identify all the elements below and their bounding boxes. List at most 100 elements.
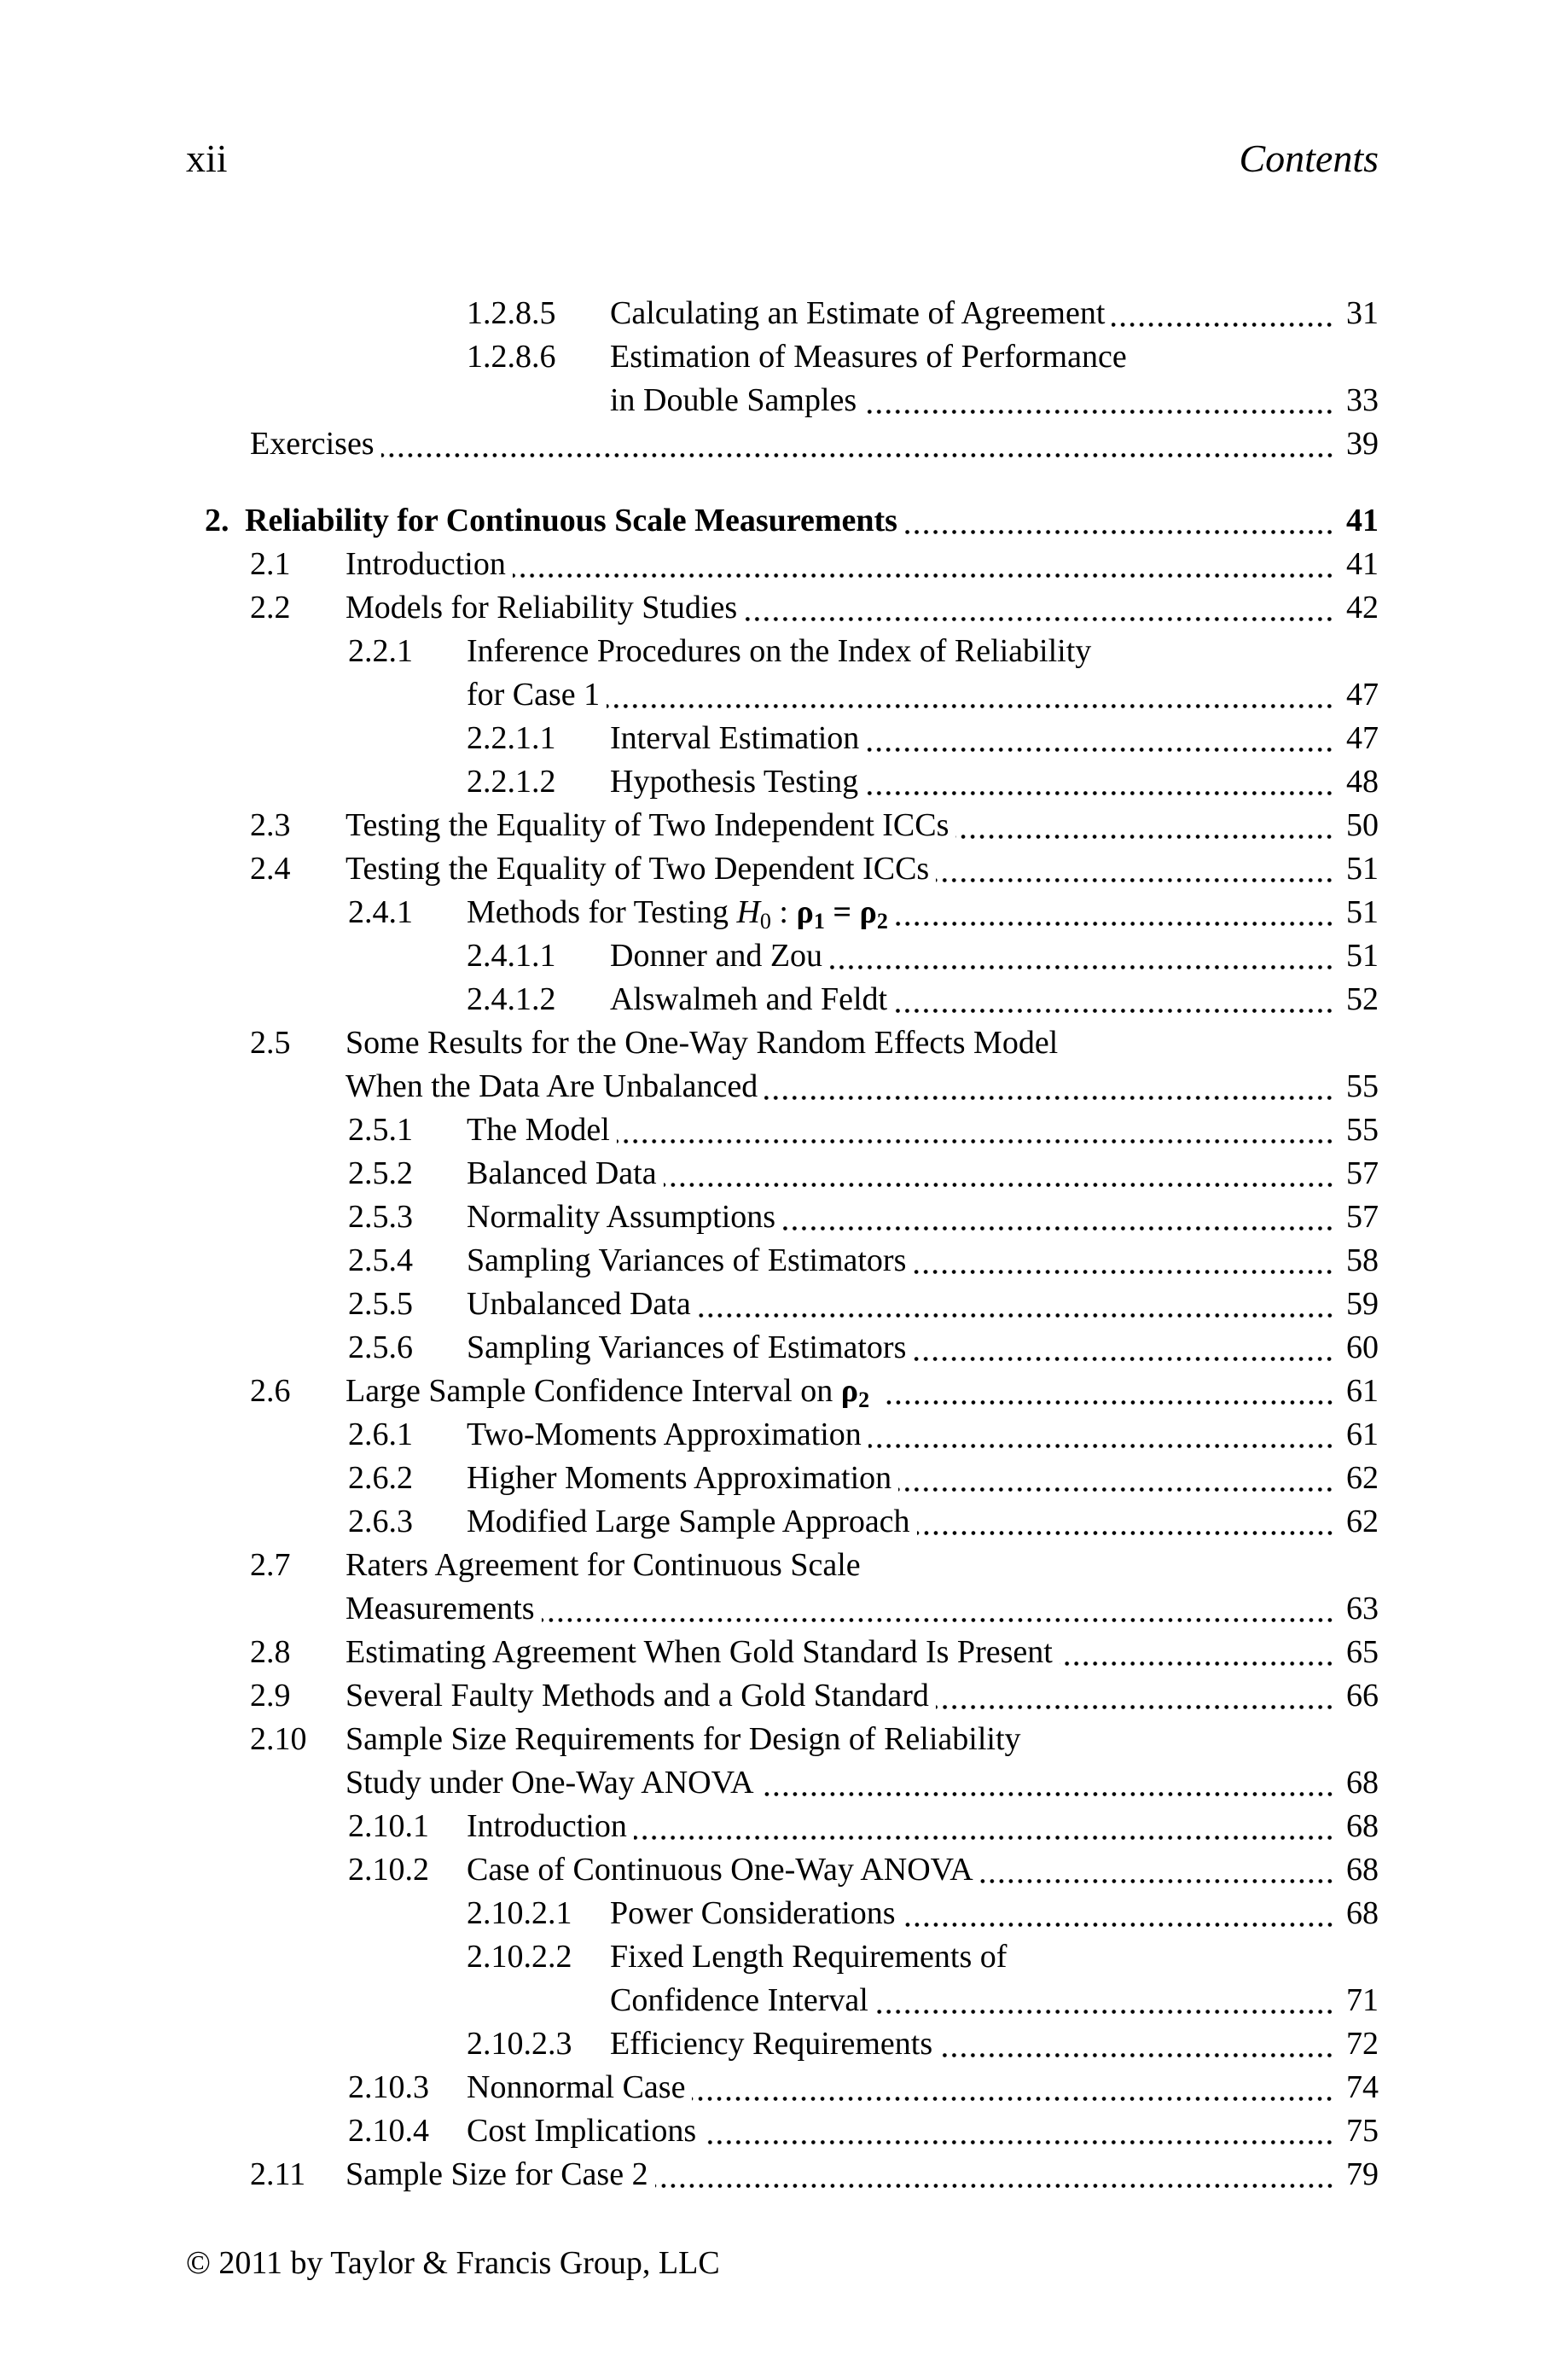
leader-dots <box>939 2053 1334 2057</box>
toc-entry-number: 2.3 <box>250 807 291 843</box>
toc-entry-title: Sample Size Requirements for Design of R… <box>346 1721 1021 1757</box>
leader-dots <box>913 1270 1334 1274</box>
leader-dots <box>916 1531 1334 1535</box>
toc-entry-title: Introduction <box>346 546 506 582</box>
leader-dots <box>697 1313 1334 1318</box>
toc-entry-title: Higher Moments Approximation <box>467 1460 892 1496</box>
styled-text: = <box>824 894 860 930</box>
toc-entry-page-number: 65 <box>1346 1634 1379 1670</box>
toc-entry-number: 2.5.4 <box>348 1242 413 1278</box>
toc-entry-number: 2.10.3 <box>348 2069 429 2105</box>
leader-dots <box>874 2010 1334 2014</box>
toc-entry: 2.9 Several Faulty Methods and a Gold Sta… <box>186 1674 1379 1718</box>
toc-entry-number: 2.5.6 <box>348 1329 413 1365</box>
toc-entry-title: Confidence Interval <box>610 1982 868 2018</box>
leader-dots <box>1059 1661 1334 1666</box>
toc-entry-page-number: 41 <box>1346 503 1379 538</box>
toc-entry-title: Several Faulty Methods and a Gold Standa… <box>346 1678 929 1713</box>
toc-entry-number: 2.4 <box>250 851 291 887</box>
toc-entry-number: 2.10.2 <box>348 1852 429 1888</box>
leader-dots <box>894 922 1334 926</box>
leader-dots <box>865 791 1334 795</box>
toc-entry: 2.6.3 Modified Large Sample Approach 62 <box>186 1500 1379 1544</box>
toc-entry: 2.4.1.1 Donner and Zou 51 <box>186 934 1379 978</box>
toc-entry: 2.2.1.1 Interval Estimation 47 <box>186 717 1379 760</box>
toc-entry: 2.10.2.2 Fixed Length Requirements of <box>186 1935 1379 1979</box>
toc-entry-title: Raters Agreement for Continuous Scale <box>346 1547 861 1583</box>
toc-entry: 2.10.4 Cost Implications 75 <box>186 2109 1379 2153</box>
page-header: xii Contents <box>186 137 1379 181</box>
toc-entry-number: 1.2.8.6 <box>467 339 556 375</box>
toc-entry-number: 2.1 <box>250 546 291 582</box>
toc-entry-title: Exercises <box>250 426 375 462</box>
toc-entry: 2.1 Introduction 41 <box>186 543 1379 586</box>
toc-entry: 2.10 Sample Size Requirements for Design … <box>186 1718 1379 1761</box>
toc-entry-number: 2.11 <box>250 2156 306 2192</box>
toc-entry: 2.11 Sample Size for Case 2 79 <box>186 2153 1379 2196</box>
toc-entry-page-number: 62 <box>1346 1460 1379 1496</box>
toc-entry-page-number: 71 <box>1346 1982 1379 2018</box>
toc-entry-title: Introduction <box>467 1808 627 1844</box>
leader-dots <box>868 1444 1334 1448</box>
toc-entry-number: 2.2.1 <box>348 633 413 669</box>
toc-entry-title: Cost Implications <box>467 2113 697 2149</box>
leader-dots <box>884 1400 1334 1405</box>
toc-entry-number: 2.4.1.2 <box>467 981 556 1017</box>
toc-entry: 2.5.1 The Model 55 <box>186 1108 1379 1152</box>
toc-entry-page-number: 68 <box>1346 1765 1379 1801</box>
toc-entry-continuation-line: When the Data Are Unbalanced 55 <box>186 1065 1379 1108</box>
leader-dots <box>935 1705 1334 1709</box>
toc-entry-title: Balanced Data <box>467 1155 657 1191</box>
toc-entry-number: 2.5.3 <box>348 1199 413 1235</box>
toc-entry: 2.2.1 Inference Procedures on the Index o… <box>186 630 1379 673</box>
toc-entry-page-number: 74 <box>1346 2069 1379 2105</box>
toc-entry: 2.5.3 Normality Assumptions 57 <box>186 1196 1379 1239</box>
toc-entry-title: Testing the Equality of Two Independent … <box>346 807 950 843</box>
toc-entry: 2. Reliability for Continuous Scale Measu… <box>186 499 1379 543</box>
toc-entry-continuation-line: in Double Samples 33 <box>186 379 1379 422</box>
leader-dots <box>1112 323 1334 327</box>
leader-dots <box>866 748 1334 752</box>
toc-entry-page-number: 75 <box>1346 2113 1379 2149</box>
toc-entry-number: 2.10.1 <box>348 1808 429 1844</box>
toc-entry-page-number: 42 <box>1346 590 1379 625</box>
toc-entry-title: Sampling Variances of Estimators <box>467 1242 907 1278</box>
toc-entry-title: Unbalanced Data <box>467 1286 691 1322</box>
toc-entry-title: Power Considerations <box>610 1895 896 1931</box>
toc-entry-number: 2.8 <box>250 1634 291 1670</box>
running-header-title: Contents <box>1239 137 1379 180</box>
toc-entry-page-number: 60 <box>1346 1329 1379 1365</box>
toc-entry-page-number: 47 <box>1346 720 1379 756</box>
toc-entry-page-number: 66 <box>1346 1678 1379 1713</box>
toc-entry-title: Efficiency Requirements <box>610 2026 933 2062</box>
leader-dots <box>936 878 1334 882</box>
toc-entry: 2.6 Large Sample Confidence Interval on ρ… <box>186 1370 1379 1413</box>
toc-entry-number: 2.2.1.2 <box>467 764 556 800</box>
toc-entry-continuation-line: Measurements 63 <box>186 1587 1379 1631</box>
toc-entry-title: Case of Continuous One-Way ANOVA <box>467 1852 973 1888</box>
toc-entry-title: Calculating an Estimate of Agreement <box>610 295 1106 331</box>
toc-entry-page-number: 55 <box>1346 1112 1379 1148</box>
styled-text: ρ <box>796 894 814 930</box>
toc-entry-page-number: 50 <box>1346 807 1379 843</box>
toc-entry-page-number: 68 <box>1346 1895 1379 1931</box>
toc-entry-page-number: 68 <box>1346 1808 1379 1844</box>
toc-entry: 1.2.8.5 Calculating an Estimate of Agreem… <box>186 292 1379 335</box>
toc-entry-number: 2.6 <box>250 1373 291 1409</box>
toc-entry-number: 2.10 <box>250 1721 307 1757</box>
leader-dots <box>913 1357 1334 1361</box>
toc-entry: 2.3 Testing the Equality of Two Independe… <box>186 804 1379 847</box>
toc-entry-page-number: 55 <box>1346 1068 1379 1104</box>
toc-entry-continuation-line: Study under One-Way ANOVA 68 <box>186 1761 1379 1805</box>
toc-entry: 2.10.2.3 Efficiency Requirements 72 <box>186 2022 1379 2066</box>
leader-dots <box>902 1923 1334 1927</box>
toc-entry: 2.2 Models for Reliability Studies 42 <box>186 586 1379 630</box>
toc-entry-page-number: 47 <box>1346 677 1379 713</box>
toc-entry-page-number: 61 <box>1346 1417 1379 1452</box>
toc-entry: 2.4.1.2 Alswalmeh and Feldt 52 <box>186 978 1379 1021</box>
leader-dots <box>764 1096 1334 1100</box>
leader-dots <box>760 1792 1334 1796</box>
toc-entry-title: When the Data Are Unbalanced <box>346 1068 758 1104</box>
subscript-text: 2 <box>858 1388 870 1412</box>
leader-dots <box>894 1009 1334 1013</box>
